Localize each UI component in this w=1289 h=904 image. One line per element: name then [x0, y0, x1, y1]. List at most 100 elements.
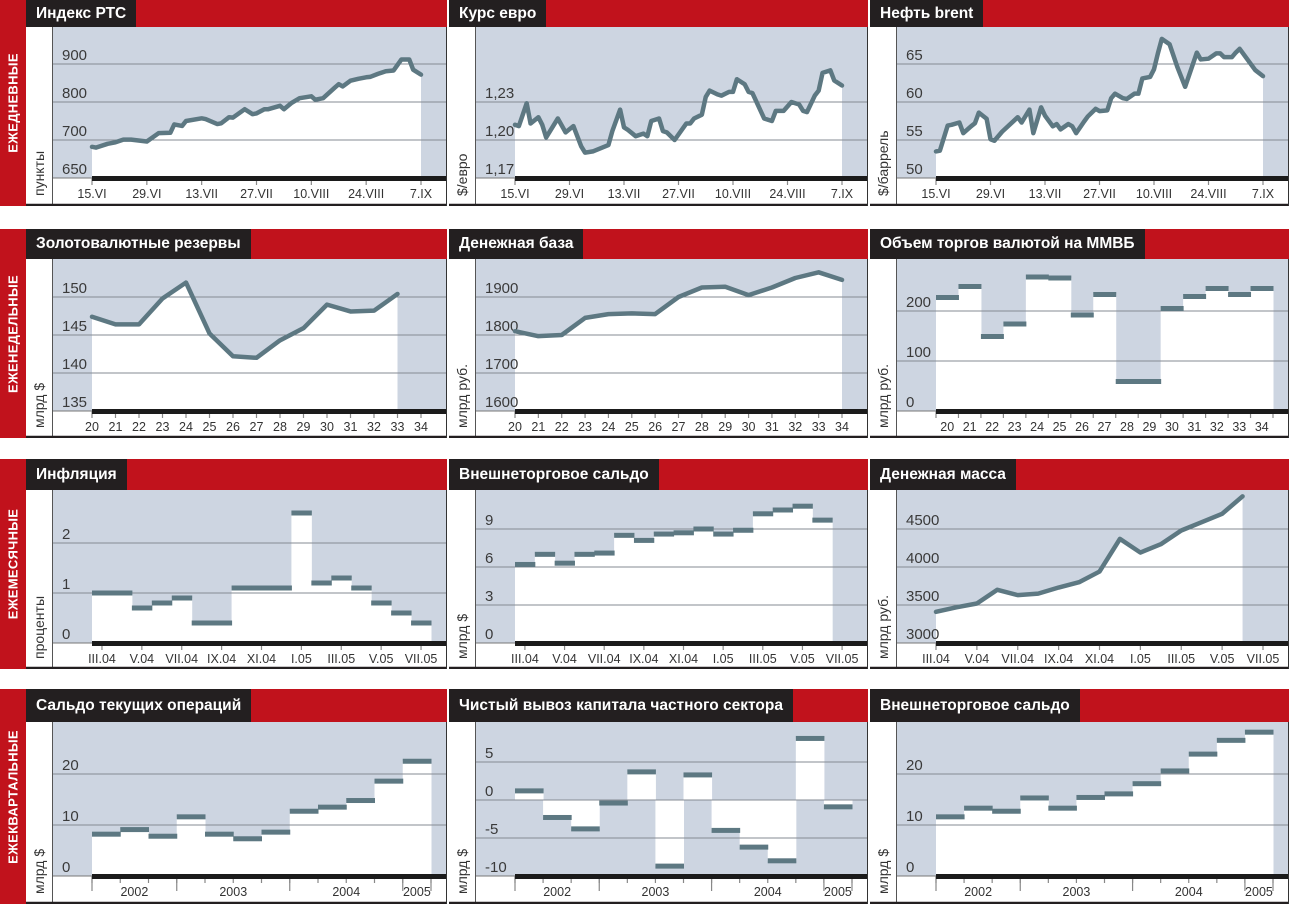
- x-tick-label: 7.IX: [1252, 187, 1275, 201]
- area-fill: [627, 771, 656, 800]
- x-tick-label: 21: [963, 420, 977, 434]
- y-tick-label: 10: [62, 808, 79, 825]
- x-tick-label: 32: [367, 420, 381, 434]
- step-bar: [1020, 795, 1049, 801]
- chart-panel: 0 3 6 9 III.04 V.04 VII.04 IX.04 XI.04 I.05 III.05…: [449, 459, 868, 669]
- step-bar: [1003, 321, 1027, 327]
- x-tick-label: III.05: [749, 652, 777, 666]
- y-tick-label: 900: [62, 47, 87, 64]
- chart-header: Сальдо текущих операций: [26, 689, 447, 722]
- step-bar: [992, 808, 1021, 814]
- y-tick-label: 1900: [485, 280, 518, 297]
- row-label-text: ЕЖЕНЕДЕЛЬНЫЕ: [5, 274, 21, 393]
- step-bar: [1188, 751, 1218, 757]
- area-fill: [1048, 808, 1077, 876]
- area-fill: [571, 800, 600, 829]
- x-tick-label: 2003: [1063, 885, 1091, 899]
- step-bar: [812, 517, 833, 523]
- x-tick-label: 25: [1053, 420, 1067, 434]
- area-fill: [1244, 732, 1274, 876]
- row-label-text: ЕЖЕКВАРТАЛЬНЫЕ: [5, 729, 21, 864]
- x-tick-label: 27: [672, 420, 686, 434]
- y-tick-label: 1: [62, 576, 70, 593]
- step-bar: [1250, 286, 1274, 291]
- x-tick-label: I.05: [713, 652, 734, 666]
- data-line: [933, 36, 1266, 154]
- y-tick-label: 5: [485, 745, 493, 762]
- x-tick-label: 13.VII: [185, 187, 218, 201]
- area-fill: [92, 59, 421, 178]
- y-tick-label: 2: [62, 526, 70, 543]
- x-tick-label: 27.VII: [240, 187, 273, 201]
- chart-svg: 0 100 200 20 21 22 23 24 25 26 27 28 29 30 31 32 33 34 млр…: [870, 229, 1289, 438]
- step-bar: [1205, 286, 1229, 291]
- x-tick-label: 23: [578, 420, 592, 434]
- area-fill: [683, 774, 713, 800]
- area-fill: [331, 578, 352, 643]
- area-fill: [936, 38, 1263, 178]
- step-bar: [772, 507, 794, 513]
- x-tick-label: 20: [940, 420, 954, 434]
- step-bar: [205, 831, 234, 837]
- step-bar: [289, 808, 319, 814]
- chart-svg: 135 140 145 150 20 21 22 23 24 25 26 27 28 29 30 31 32 33…: [26, 229, 447, 438]
- x-tick-label: 28: [1120, 420, 1134, 434]
- chart-header: Инфляция: [26, 459, 447, 490]
- x-tick-label: 2003: [219, 885, 247, 899]
- y-tick-label: 650: [62, 161, 87, 178]
- step-bar: [713, 531, 734, 537]
- y-tick-label: 1,23: [485, 85, 514, 102]
- x-tick-label: 31: [344, 420, 358, 434]
- step-bar: [627, 769, 656, 775]
- chart-svg: 1600 1700 1800 1900 20 21 22 23 24 25 26 27 28 29 30 31…: [449, 229, 868, 438]
- x-tick-label: IX.04: [207, 652, 236, 666]
- step-bar: [936, 814, 965, 820]
- x-tick-label: VII.04: [1001, 652, 1034, 666]
- step-bar: [371, 600, 392, 606]
- y-axis-label: млрд $: [31, 849, 47, 894]
- baseline-bar: [515, 176, 868, 181]
- area-fill: [543, 800, 572, 818]
- x-tick-label: 2003: [642, 885, 670, 899]
- x-tick-label: III.04: [922, 652, 950, 666]
- x-tick-label: 15.VI: [921, 187, 950, 201]
- area-fill: [92, 282, 398, 411]
- baseline-bar: [936, 874, 1289, 879]
- series-group: [512, 270, 845, 339]
- step-bar: [964, 805, 993, 811]
- x-tick-label: V.05: [1210, 652, 1235, 666]
- x-tick-label: 24.VIII: [1190, 187, 1226, 201]
- x-tick-label: III.04: [88, 652, 116, 666]
- step-bar: [148, 833, 178, 839]
- area-fill-group: [936, 496, 1243, 643]
- y-tick-label: 10: [906, 808, 923, 825]
- area-fill-group: [92, 282, 398, 411]
- area-fill: [1188, 754, 1218, 876]
- step-bar: [92, 831, 121, 837]
- y-tick-label: -5: [485, 821, 498, 838]
- step-bar: [120, 827, 149, 833]
- y-axis-label: млрд $: [454, 849, 470, 894]
- x-tick-label: VII.05: [1247, 652, 1280, 666]
- area-fill: [233, 838, 262, 876]
- x-tick-label: 7.IX: [410, 187, 433, 201]
- step-bar: [231, 585, 253, 591]
- step-bar: [233, 836, 262, 842]
- area-fill-group: [515, 738, 853, 867]
- chart-panel: 3000 3500 4000 4500 III.04 V.04 VII.04 IX.04 XI.…: [870, 459, 1289, 669]
- x-tick-label: 29: [1142, 420, 1156, 434]
- x-tick-label: 33: [1232, 420, 1246, 434]
- step-bar: [318, 804, 347, 810]
- step-bar: [211, 620, 233, 626]
- series-group: [515, 735, 853, 869]
- chart-header: Нефть brent: [870, 0, 1289, 27]
- y-tick-label: 800: [62, 85, 87, 102]
- y-axis-label: млрд руб.: [454, 364, 470, 428]
- x-tick-label: 33: [391, 420, 405, 434]
- x-tick-label: 20: [508, 420, 522, 434]
- area-fill: [752, 513, 774, 643]
- step-bar: [176, 814, 206, 820]
- area-fill: [739, 800, 769, 848]
- area-fill: [111, 593, 133, 643]
- chart-title: Курс евро: [449, 0, 547, 27]
